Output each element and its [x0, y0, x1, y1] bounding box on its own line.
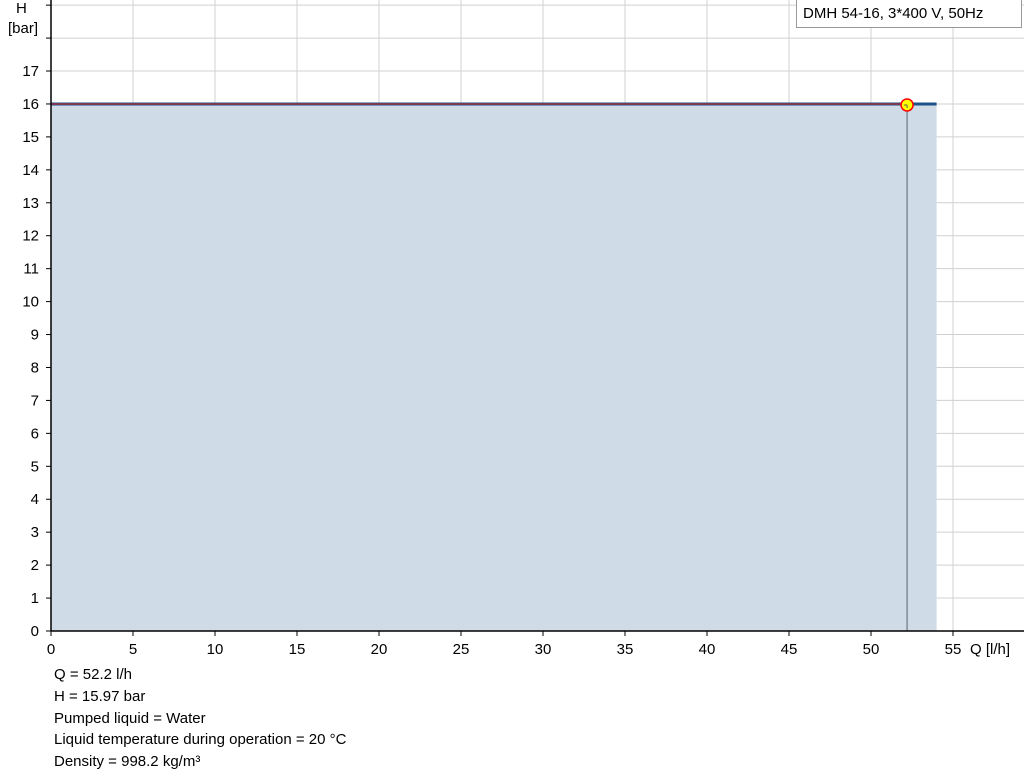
info-liquid: Pumped liquid = Water [54, 709, 206, 727]
y-tick-label: 9 [31, 327, 39, 344]
x-tick-label: 15 [289, 641, 306, 658]
info-temperature: Liquid temperature during operation = 20… [54, 731, 347, 749]
y-tick-label: 13 [22, 195, 39, 212]
y-tick-label: 12 [22, 228, 39, 245]
y-tick-label: 16 [22, 96, 39, 113]
y-tick-label: 11 [23, 261, 39, 278]
x-tick-label: 20 [371, 641, 388, 658]
y-tick-label: 10 [22, 294, 39, 311]
y-tick-label: 1 [31, 590, 39, 607]
y-axis-label-h: H [16, 0, 27, 17]
x-tick-label: 0 [47, 641, 55, 658]
y-tick-label: 15 [22, 129, 39, 146]
x-tick-label: 5 [129, 641, 137, 658]
info-head: H = 15.97 bar [54, 687, 146, 705]
y-tick-label: 2 [31, 557, 39, 574]
legend-box: DMH 54-16, 3*400 V, 50Hz [796, 0, 1022, 28]
x-tick-label: 10 [207, 641, 224, 658]
info-panel: Q = 52.2 l/h H = 15.97 bar Pumped liquid… [54, 664, 346, 773]
y-tick-label: 7 [31, 392, 39, 409]
operating-point-crosshair [904, 104, 908, 108]
y-tick-label: 14 [22, 162, 39, 179]
y-tick-label: 5 [31, 458, 39, 475]
x-tick-label: 35 [617, 641, 634, 658]
y-tick-label: 3 [31, 524, 39, 541]
x-tick-label: 25 [453, 641, 470, 658]
series-area [51, 103, 937, 631]
y-tick-label: 4 [31, 491, 39, 508]
x-tick-label: 40 [699, 641, 716, 658]
x-axis-label: Q [l/h] [970, 641, 1010, 658]
x-tick-label: 30 [535, 641, 552, 658]
y-tick-label: 17 [22, 63, 39, 80]
info-flow: Q = 52.2 l/h [54, 666, 132, 683]
y-axis-label-unit: [bar] [8, 20, 39, 37]
y-tick-label: 8 [31, 359, 39, 376]
x-tick-label: 50 [863, 641, 880, 658]
x-tick-label: 55 [945, 641, 962, 658]
y-tick-label: 6 [31, 425, 39, 442]
info-density: Density = 998.2 kg/m³ [54, 753, 201, 771]
x-tick-label: 45 [781, 641, 798, 658]
y-tick-label: 0 [31, 623, 39, 640]
